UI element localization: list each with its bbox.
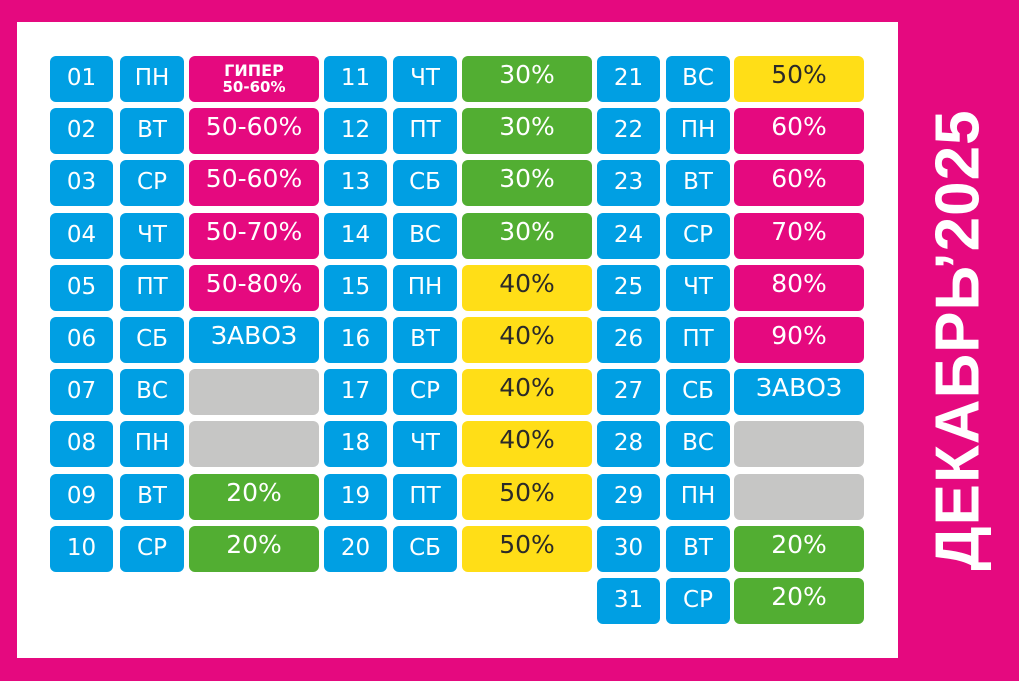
weekday: СБ <box>666 369 730 415</box>
weekday: СР <box>393 369 457 415</box>
discount-cell: 60% <box>734 108 864 154</box>
discount-cell: 90% <box>734 317 864 363</box>
discount-cell: 50% <box>734 56 864 102</box>
discount-cell: ЗАВОЗ <box>189 317 319 363</box>
discount-cell: 30% <box>462 213 592 259</box>
day-number: 28 <box>597 421 660 467</box>
weekday: ПН <box>666 108 730 154</box>
discount-cell: 40% <box>462 369 592 415</box>
weekday: ВС <box>666 421 730 467</box>
discount-cell: ГИПЕР 50-60% <box>189 56 319 102</box>
discount-cell: 50% <box>462 474 592 520</box>
day-number: 08 <box>50 421 113 467</box>
day-number: 20 <box>324 526 387 572</box>
discount-cell: 70% <box>734 213 864 259</box>
weekday: СБ <box>393 526 457 572</box>
day-number: 25 <box>597 265 660 311</box>
weekday: ПН <box>120 421 184 467</box>
day-number: 31 <box>597 578 660 624</box>
weekday: ПН <box>120 56 184 102</box>
discount-cell: 40% <box>462 317 592 363</box>
weekday: ВТ <box>120 474 184 520</box>
day-number: 21 <box>597 56 660 102</box>
weekday: ПТ <box>393 108 457 154</box>
weekday: ВС <box>393 213 457 259</box>
weekday: ВТ <box>120 108 184 154</box>
month-title: ДЕКАБРЬ’2025 <box>923 109 993 571</box>
weekday: ПН <box>393 265 457 311</box>
day-number: 07 <box>50 369 113 415</box>
discount-cell: 20% <box>734 578 864 624</box>
weekday: ВТ <box>666 526 730 572</box>
day-number: 14 <box>324 213 387 259</box>
day-number: 27 <box>597 369 660 415</box>
weekday: ПТ <box>120 265 184 311</box>
day-number: 06 <box>50 317 113 363</box>
discount-cell: 20% <box>189 526 319 572</box>
weekday: СБ <box>120 317 184 363</box>
day-number: 18 <box>324 421 387 467</box>
discount-cell: 50-60% <box>189 160 319 206</box>
discount-cell: ЗАВОЗ <box>734 369 864 415</box>
discount-cell: 30% <box>462 160 592 206</box>
day-number: 04 <box>50 213 113 259</box>
day-number: 12 <box>324 108 387 154</box>
day-number: 16 <box>324 317 387 363</box>
discount-cell: 40% <box>462 421 592 467</box>
day-number: 23 <box>597 160 660 206</box>
discount-cell: 50% <box>462 526 592 572</box>
weekday: ВС <box>666 56 730 102</box>
discount-cell: 60% <box>734 160 864 206</box>
empty-cell <box>734 474 864 520</box>
day-number: 26 <box>597 317 660 363</box>
day-number: 17 <box>324 369 387 415</box>
weekday: ЧТ <box>666 265 730 311</box>
day-number: 01 <box>50 56 113 102</box>
day-number: 09 <box>50 474 113 520</box>
weekday: ЧТ <box>393 421 457 467</box>
discount-cell: 80% <box>734 265 864 311</box>
weekday: ВС <box>120 369 184 415</box>
weekday: СБ <box>393 160 457 206</box>
weekday: ВТ <box>393 317 457 363</box>
discount-cell: 50-80% <box>189 265 319 311</box>
day-number: 24 <box>597 213 660 259</box>
empty-cell <box>734 421 864 467</box>
weekday: ВТ <box>666 160 730 206</box>
empty-cell <box>189 421 319 467</box>
day-number: 30 <box>597 526 660 572</box>
empty-cell <box>189 369 319 415</box>
day-number: 29 <box>597 474 660 520</box>
weekday: СР <box>120 160 184 206</box>
weekday: СР <box>666 578 730 624</box>
day-number: 10 <box>50 526 113 572</box>
day-number: 15 <box>324 265 387 311</box>
discount-cell: 50-60% <box>189 108 319 154</box>
day-number: 22 <box>597 108 660 154</box>
day-number: 02 <box>50 108 113 154</box>
day-number: 05 <box>50 265 113 311</box>
weekday: СР <box>120 526 184 572</box>
weekday: СР <box>666 213 730 259</box>
discount-cell: 30% <box>462 56 592 102</box>
day-number: 13 <box>324 160 387 206</box>
discount-cell: 50-70% <box>189 213 319 259</box>
discount-cell: 30% <box>462 108 592 154</box>
discount-cell: 20% <box>189 474 319 520</box>
day-number: 03 <box>50 160 113 206</box>
day-number: 19 <box>324 474 387 520</box>
weekday: ПТ <box>666 317 730 363</box>
weekday: ЧТ <box>120 213 184 259</box>
day-number: 11 <box>324 56 387 102</box>
weekday: ЧТ <box>393 56 457 102</box>
discount-cell: 20% <box>734 526 864 572</box>
discount-cell: 40% <box>462 265 592 311</box>
hyper-discount: 50-60% <box>222 78 286 96</box>
hyper-label: ГИПЕР <box>224 61 284 80</box>
weekday: ПТ <box>393 474 457 520</box>
weekday: ПН <box>666 474 730 520</box>
